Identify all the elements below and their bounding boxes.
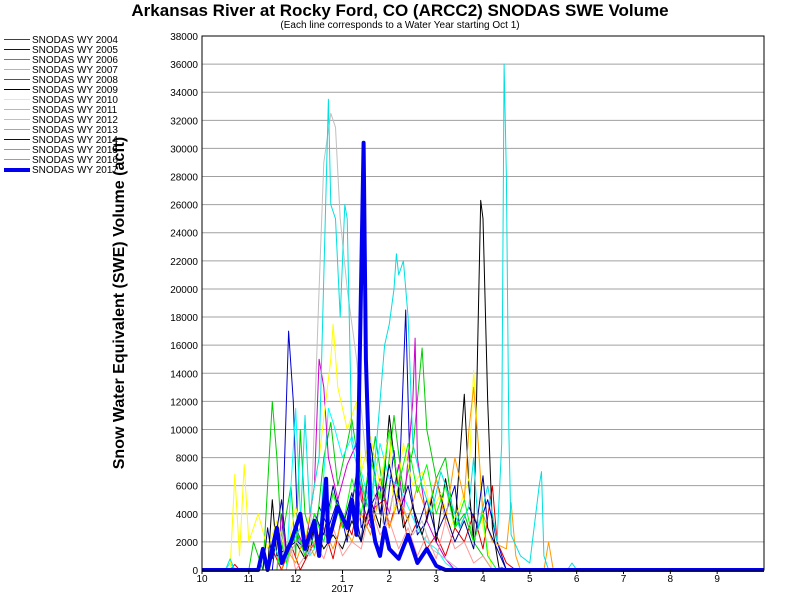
legend-label: SNODAS WY 2004 — [32, 35, 118, 46]
x-tick-label: 4 — [480, 574, 486, 585]
series-line-13 — [202, 140, 764, 572]
legend-item: SNODAS WY 2012 — [4, 116, 154, 126]
legend-item: SNODAS WY 2008 — [4, 76, 154, 86]
x-tick-label: 5 — [527, 574, 533, 585]
y-tick-label: 0 — [192, 566, 198, 577]
legend-swatch — [4, 69, 30, 70]
y-tick-label: 6000 — [176, 482, 199, 493]
y-tick-label: 2000 — [176, 538, 199, 549]
legend-label: SNODAS WY 2014 — [32, 135, 118, 146]
y-tick-label: 30000 — [170, 144, 198, 155]
legend-swatch — [4, 39, 30, 40]
legend-label: SNODAS WY 2012 — [32, 115, 118, 126]
y-tick-label: 24000 — [170, 229, 198, 240]
legend-swatch — [4, 119, 30, 120]
legend-label: SNODAS WY 2005 — [32, 45, 118, 56]
legend-item: SNODAS WY 2016 — [4, 156, 154, 166]
x-tick-label: 12 — [290, 574, 302, 585]
y-tick-label: 16000 — [170, 341, 198, 352]
series-line-2 — [202, 347, 764, 571]
y-tick-label: 32000 — [170, 116, 198, 127]
legend-label: SNODAS WY 2011 — [32, 105, 118, 116]
y-tick-label: 10000 — [170, 425, 198, 436]
series-line-1 — [202, 309, 764, 571]
series-line-12 — [202, 63, 764, 571]
legend-swatch — [4, 168, 30, 172]
legend-item: SNODAS WY 2009 — [4, 86, 154, 96]
legend-label: SNODAS WY 2015 — [32, 145, 118, 156]
series-line-8 — [202, 112, 764, 571]
legend-item: SNODAS WY 2014 — [4, 136, 154, 146]
legend-item: SNODAS WY 2015 — [4, 146, 154, 156]
legend-item: SNODAS WY 2007 — [4, 66, 154, 76]
legend-item: SNODAS WY 2013 — [4, 126, 154, 136]
legend-item: SNODAS WY 2011 — [4, 106, 154, 116]
y-tick-label: 8000 — [176, 454, 199, 465]
y-tick-label: 14000 — [170, 369, 198, 380]
legend-label: SNODAS WY 2010 — [32, 95, 118, 106]
legend: SNODAS WY 2004 SNODAS WY 2005 SNODAS WY 20… — [4, 36, 154, 176]
x-tick-label: 2 — [387, 574, 393, 585]
plot-frame — [201, 35, 765, 571]
legend-label: SNODAS WY 2007 — [32, 65, 118, 76]
legend-label: SNODAS WY 2017 — [32, 165, 118, 176]
legend-swatch — [4, 99, 30, 100]
legend-swatch — [4, 79, 30, 80]
x-tick-label: 11 — [244, 574, 255, 585]
x-tick-label: 7 — [621, 574, 627, 585]
x-tick-label: 9 — [714, 574, 720, 585]
series-line-4 — [202, 337, 764, 571]
x-year-label: 2017 — [331, 584, 354, 595]
x-tick-label: 1 — [340, 574, 346, 585]
chart-subtitle: (Each line corresponds to a Water Year s… — [280, 20, 520, 31]
y-tick-label: 12000 — [170, 397, 198, 408]
legend-item: SNODAS WY 2017 — [4, 166, 154, 176]
legend-swatch — [4, 59, 30, 60]
y-tick-label: 36000 — [170, 60, 198, 71]
legend-swatch — [4, 149, 30, 150]
chart-title: Arkansas River at Rocky Ford, CO (ARCC2)… — [131, 1, 669, 20]
y-tick-label: 4000 — [176, 510, 199, 521]
legend-swatch — [4, 139, 30, 140]
legend-label: SNODAS WY 2009 — [32, 85, 118, 96]
legend-swatch — [4, 109, 30, 110]
legend-swatch — [4, 129, 30, 130]
legend-item: SNODAS WY 2010 — [4, 96, 154, 106]
grid-lines — [202, 35, 764, 571]
legend-item: SNODAS WY 2004 — [4, 36, 154, 46]
legend-swatch — [4, 49, 30, 50]
legend-swatch — [4, 159, 30, 160]
y-tick-label: 38000 — [170, 32, 198, 43]
series-line-6 — [202, 323, 764, 571]
series-line-7 — [202, 506, 764, 571]
y-tick-label: 20000 — [170, 285, 198, 296]
y-tick-label: 26000 — [170, 201, 198, 212]
series-line-11 — [202, 429, 764, 571]
legend-item: SNODAS WY 2006 — [4, 56, 154, 66]
legend-label: SNODAS WY 2008 — [32, 75, 118, 86]
x-tick-label: 10 — [196, 574, 208, 585]
x-tick-label: 8 — [668, 574, 674, 585]
legend-label: SNODAS WY 2013 — [32, 125, 118, 136]
legend-swatch — [4, 89, 30, 90]
legend-label: SNODAS WY 2006 — [32, 55, 118, 66]
x-tick-label: 6 — [574, 574, 580, 585]
y-tick-label: 34000 — [170, 88, 198, 99]
series-line-0 — [202, 485, 764, 571]
legend-label: SNODAS WY 2016 — [32, 155, 118, 166]
x-tick-label: 3 — [433, 574, 439, 585]
legend-item: SNODAS WY 2005 — [4, 46, 154, 56]
y-tick-label: 28000 — [170, 173, 198, 184]
y-tick-label: 18000 — [170, 313, 198, 324]
axes: 0 2000 4000 6000 8000 10000 12000 14000 16000 180… — [170, 32, 765, 595]
series-layer — [202, 63, 764, 572]
y-tick-label: 22000 — [170, 257, 198, 268]
